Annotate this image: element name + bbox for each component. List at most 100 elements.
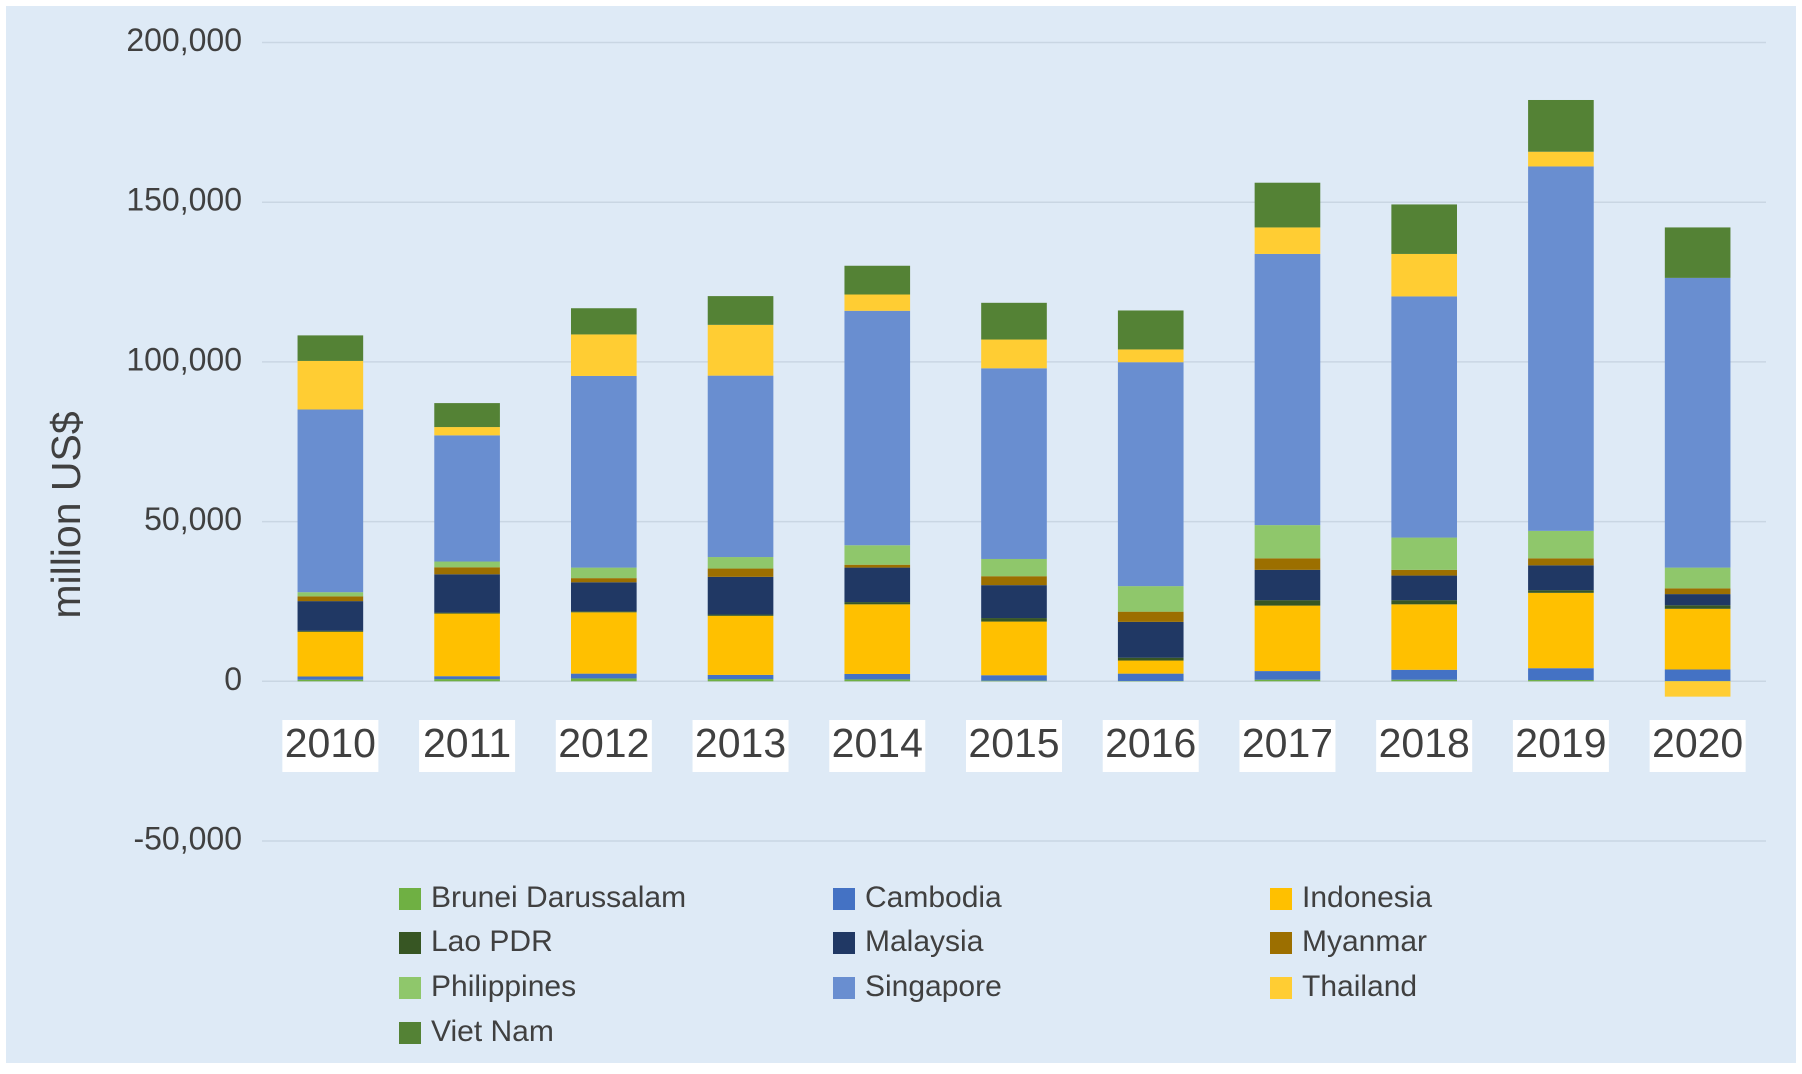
bar-segment	[1255, 183, 1321, 228]
bar-segment	[298, 677, 364, 680]
bar-segment	[1528, 166, 1594, 530]
bar-segment	[298, 601, 364, 631]
x-tick-label: 2019	[1515, 720, 1606, 766]
bar-segment	[1665, 594, 1731, 605]
bar-segment	[844, 568, 910, 602]
bar-segment	[1391, 570, 1457, 576]
x-tick-label: 2017	[1242, 720, 1333, 766]
x-tick-label: 2020	[1652, 720, 1743, 766]
y-tick-label: 100,000	[126, 341, 242, 377]
bar-segment	[434, 614, 500, 677]
bar-segment	[1665, 227, 1731, 277]
bar-segment	[844, 545, 910, 564]
bar-segment	[1391, 680, 1457, 682]
bar-segment	[298, 596, 364, 601]
bar-segment	[1391, 538, 1457, 570]
bar-segment	[844, 266, 910, 295]
bar-segment	[981, 681, 1047, 682]
bar-segment	[1255, 680, 1321, 682]
bar-segment	[298, 592, 364, 596]
legend-swatch	[399, 977, 421, 999]
bar-segment	[708, 557, 774, 568]
bar-segment	[981, 618, 1047, 622]
bar-segment	[1528, 680, 1594, 681]
bar-segment	[1665, 568, 1731, 589]
x-tick-label: 2015	[968, 720, 1059, 766]
legend-swatch	[1270, 932, 1292, 954]
bar-segment	[434, 676, 500, 679]
x-tick-label: 2016	[1105, 720, 1196, 766]
bar-segment	[1118, 586, 1184, 612]
bar-segment	[981, 622, 1047, 676]
bar-segment	[1528, 152, 1594, 167]
x-tick-label: 2010	[285, 720, 376, 766]
legend-swatch	[833, 888, 855, 910]
bar-segment	[708, 675, 774, 679]
bar-segment	[1528, 593, 1594, 668]
bar-segment	[708, 569, 774, 577]
bar-segment	[1255, 227, 1321, 254]
bar-segment	[1391, 204, 1457, 254]
bar-segment	[1528, 100, 1594, 152]
bar-segment	[981, 675, 1047, 680]
y-tick-label: 150,000	[126, 182, 242, 218]
y-tick-label: 50,000	[144, 501, 242, 537]
bar-segment	[1391, 670, 1457, 680]
bar-segment	[298, 335, 364, 361]
legend-label: Thailand	[1302, 970, 1417, 1003]
bar-segment	[1118, 310, 1184, 349]
legend-label: Philippines	[431, 970, 576, 1003]
bar-segment	[844, 674, 910, 679]
bar-segment	[1118, 658, 1184, 661]
legend-label: Malaysia	[865, 925, 984, 958]
bar-segment	[708, 679, 774, 681]
bar-segment	[1255, 254, 1321, 525]
bar-segment	[844, 565, 910, 568]
x-tick-label: 2018	[1379, 720, 1470, 766]
bar-segment	[298, 680, 364, 682]
bar-segment	[1528, 558, 1594, 565]
bar-segment	[981, 303, 1047, 340]
legend-label: Viet Nam	[431, 1015, 554, 1048]
bar-segment	[1391, 600, 1457, 604]
legend-label: Brunei Darussalam	[431, 881, 686, 914]
bar-segment	[571, 578, 637, 582]
bar-segment	[1528, 531, 1594, 558]
bar-segment	[298, 409, 364, 592]
bar-segment	[434, 567, 500, 574]
y-tick-label: -50,000	[133, 820, 242, 856]
bar-segment	[1391, 604, 1457, 669]
bar-segment	[844, 602, 910, 604]
bar-segment	[1665, 588, 1731, 594]
bar-segment	[1255, 606, 1321, 671]
bar-segment	[981, 559, 1047, 576]
y-tick-label: 0	[224, 661, 242, 697]
bar-segment	[571, 376, 637, 568]
bar-segment	[981, 340, 1047, 369]
bar-segment	[844, 679, 910, 681]
x-tick-label: 2014	[832, 720, 923, 766]
bar-segment	[1528, 590, 1594, 593]
bar-segment	[1528, 565, 1594, 590]
bar-segment	[571, 678, 637, 681]
bar-segment	[434, 562, 500, 568]
bar-segment	[571, 612, 637, 673]
bar-segment	[1255, 600, 1321, 605]
bar-segment	[981, 585, 1047, 618]
legend-swatch	[1270, 977, 1292, 999]
bar-segment	[1118, 362, 1184, 586]
bar-segment	[1118, 661, 1184, 674]
bar-segment	[1391, 576, 1457, 601]
bar-segment	[1665, 278, 1731, 568]
legend-label: Singapore	[865, 970, 1002, 1003]
bar-segment	[844, 311, 910, 545]
x-tick-label: 2013	[695, 720, 786, 766]
bar-segment	[1255, 558, 1321, 569]
bar-segment	[1665, 669, 1731, 680]
x-tick-label: 2011	[423, 720, 511, 766]
bar-segment	[1528, 668, 1594, 680]
legend-label: Indonesia	[1302, 881, 1432, 914]
bar-segment	[434, 574, 500, 612]
bar-segment	[571, 334, 637, 376]
